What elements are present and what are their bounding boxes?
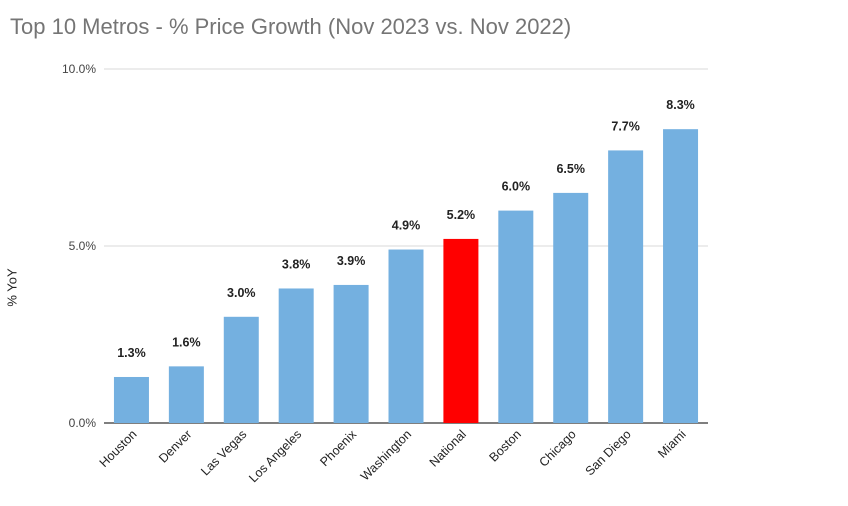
data-label: 3.9%	[337, 254, 366, 268]
data-label: 4.9%	[392, 219, 421, 233]
bar	[333, 284, 369, 423]
data-label: 6.5%	[556, 162, 585, 176]
bar	[278, 288, 314, 423]
x-tick-label: Houston	[97, 427, 140, 470]
y-tick-label: 10.0%	[62, 62, 96, 76]
x-tick-label: Washington	[358, 427, 414, 483]
x-tick-label: San Diego	[583, 427, 634, 478]
x-tick-label: Chicago	[537, 427, 579, 469]
data-label: 6.0%	[502, 180, 531, 194]
x-tick-label: Los Angeles	[246, 427, 304, 485]
bar	[443, 238, 479, 423]
y-tick-label: 5.0%	[69, 239, 97, 253]
x-tick-label: Denver	[156, 427, 194, 465]
x-tick-label: Miami	[655, 427, 688, 460]
data-label: 8.3%	[666, 98, 695, 112]
data-label: 5.2%	[447, 208, 476, 222]
data-label: 1.6%	[172, 335, 201, 349]
x-tick-label: Boston	[487, 427, 524, 464]
x-tick-label: Las Vegas	[198, 427, 249, 478]
y-tick-label: 0.0%	[69, 416, 97, 430]
bar	[388, 249, 424, 423]
data-label: 1.3%	[117, 346, 146, 360]
bar	[168, 366, 204, 423]
data-label: 7.7%	[611, 119, 640, 133]
chart-title: Top 10 Metros - % Price Growth (Nov 2023…	[10, 14, 572, 39]
bar	[498, 210, 534, 423]
x-tick-label: Phoenix	[317, 427, 359, 469]
bar	[223, 316, 259, 423]
bar	[553, 192, 589, 423]
x-tick-label: National	[427, 427, 469, 469]
data-label: 3.0%	[227, 286, 256, 300]
data-label: 3.8%	[282, 257, 311, 271]
bar	[663, 129, 699, 423]
bar	[113, 376, 149, 423]
bar	[608, 150, 644, 424]
